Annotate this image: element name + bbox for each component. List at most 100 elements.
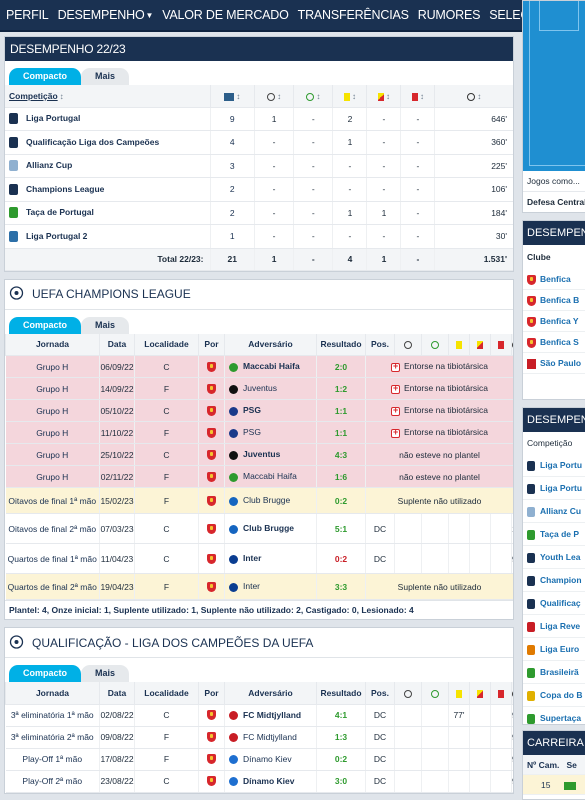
competition-cell[interactable]: Taça de Portugal — [5, 201, 210, 225]
competition-cell[interactable]: Liga Portugal — [5, 107, 210, 131]
result-cell[interactable]: 1:1 — [316, 399, 366, 422]
result-cell[interactable]: 0:2 — [316, 543, 366, 574]
tab-compact[interactable]: Compacto — [9, 68, 82, 85]
competition-row[interactable]: Youth Lea — [523, 546, 585, 569]
competition-row[interactable]: Taça de P — [523, 523, 585, 546]
status-note-cell: Entorse na tibiotársica — [365, 421, 513, 444]
col-header: Adversário — [224, 333, 317, 356]
club-row[interactable]: São Paulo — [523, 353, 585, 374]
col-goals[interactable]: ↕ — [253, 85, 294, 108]
col-second-yellow[interactable]: ↕ — [366, 85, 401, 108]
second-yellow-icon — [377, 92, 384, 101]
venue-cell: C — [134, 770, 199, 793]
club-crest-cell — [198, 465, 225, 488]
stat-apps[interactable]: 9 — [209, 107, 255, 131]
opponent-cell[interactable]: Maccabi Haifa — [224, 355, 317, 378]
competition-row[interactable]: Liga Euro — [523, 638, 585, 661]
tab-more[interactable]: Mais — [81, 68, 130, 85]
result-cell[interactable]: 4:1 — [316, 704, 366, 727]
opponent-cell[interactable]: Dínamo Kiev — [224, 748, 317, 771]
col-appearances[interactable]: ↕ — [209, 85, 255, 108]
venue-cell: F — [134, 573, 199, 600]
opponent-logo-icon — [229, 582, 238, 592]
result-cell[interactable]: 3:3 — [316, 573, 366, 600]
stat-apps[interactable]: 4 — [209, 130, 255, 155]
result-cell[interactable]: 2:0 — [316, 355, 366, 378]
opponent-cell[interactable]: Club Brugge — [224, 487, 317, 514]
result-cell[interactable]: 1:1 — [316, 421, 366, 444]
stat-assists: - — [293, 107, 333, 131]
qual-table: Jornada Data Localidade Por Adversário Result… — [5, 682, 513, 793]
competition-row[interactable]: Liga Portu — [523, 454, 585, 477]
opponent-cell[interactable]: PSG — [224, 399, 317, 422]
result-cell[interactable]: 3:0 — [316, 770, 366, 793]
chevron-down-icon[interactable]: ▼ — [145, 10, 154, 20]
benfica-crest-icon — [207, 471, 216, 482]
opponent-cell[interactable]: Juventus — [224, 377, 317, 400]
nav-item-1[interactable]: DESEMPENHO — [57, 8, 145, 22]
nav-item-2[interactable]: VALOR DE MERCADO — [162, 8, 289, 22]
opponent-cell[interactable]: PSG — [224, 421, 317, 444]
stat-yellow: - — [332, 154, 367, 178]
col-yellow[interactable]: ↕ — [332, 85, 367, 108]
second-yellow-cell — [469, 543, 491, 574]
tab-compact[interactable]: Compacto — [9, 316, 82, 334]
comp-label: Competição — [527, 438, 573, 448]
opponent-cell[interactable]: FC Midtjylland — [224, 726, 317, 749]
stat-apps[interactable]: 2 — [209, 177, 255, 202]
result-cell[interactable]: 0:2 — [316, 487, 366, 514]
competition-cell[interactable]: Allianz Cup — [5, 154, 210, 178]
opponent-cell[interactable]: Inter — [224, 543, 317, 574]
competition-row[interactable]: Liga Reve — [523, 615, 585, 638]
tab-more[interactable]: Mais — [81, 316, 130, 334]
result-cell[interactable]: 5:1 — [316, 513, 366, 544]
tab-compact[interactable]: Compacto — [9, 665, 82, 682]
club-row[interactable]: Benfica S — [523, 332, 585, 353]
date-cell: 15/02/23 — [99, 487, 135, 514]
date-cell: 25/10/22 — [99, 443, 135, 466]
competition-row[interactable]: Supertaça — [523, 707, 585, 724]
date-cell: 07/03/23 — [99, 513, 135, 544]
club-crest-cell — [198, 704, 225, 727]
table-row: Oitavos de final 1ª mão 15/02/23 F Club Bru… — [5, 487, 513, 514]
club-row[interactable]: Benfica B — [523, 290, 585, 311]
tab-more[interactable]: Mais — [81, 665, 130, 682]
club-row[interactable]: Benfica Y — [523, 311, 585, 332]
opponent-cell[interactable]: Juventus — [224, 443, 317, 466]
competition-row[interactable]: Brasileirã — [523, 661, 585, 684]
competition-cell[interactable]: Liga Portugal 2 — [5, 224, 210, 249]
competition-logo-icon — [527, 621, 535, 632]
opponent-cell[interactable]: Maccabi Haifa — [224, 465, 317, 488]
col-red[interactable]: ↕ — [400, 85, 435, 108]
col-minutes[interactable]: ↕ — [434, 85, 513, 108]
competition-row[interactable]: Qualificaç — [523, 592, 585, 615]
result-cell[interactable]: 1:3 — [316, 726, 366, 749]
competition-row[interactable]: Allianz Cu — [523, 500, 585, 523]
result-cell[interactable]: 1:2 — [316, 377, 366, 400]
result-cell[interactable]: 1:6 — [316, 465, 366, 488]
competition-row[interactable]: Liga Portu — [523, 477, 585, 500]
nav-item-3[interactable]: TRANSFERÊNCIAS — [297, 8, 409, 22]
club-perf-title: DESEMPENHO — [523, 221, 585, 245]
stat-apps[interactable]: 2 — [209, 201, 255, 225]
club-row[interactable]: Benfica — [523, 269, 585, 290]
nav-item-4[interactable]: RUMORES — [417, 8, 481, 22]
competition-cell[interactable]: Champions League — [5, 177, 210, 202]
opponent-cell[interactable]: Dínamo Kiev — [224, 770, 317, 793]
col-competition[interactable]: Competição ↕ — [5, 85, 210, 108]
result-cell[interactable]: 4:3 — [316, 443, 366, 466]
stat-apps[interactable]: 1 — [209, 224, 255, 249]
competition-row[interactable]: Copa do B — [523, 684, 585, 707]
competition-row[interactable]: Champion — [523, 569, 585, 592]
col-header: Adversário — [224, 682, 317, 705]
benfica-crest-icon — [207, 710, 216, 721]
competition-cell[interactable]: Qualificação Liga dos Campeões — [5, 130, 210, 155]
nav-item-0[interactable]: PERFIL — [6, 8, 49, 22]
opponent-cell[interactable]: FC Midtjylland — [224, 704, 317, 727]
col-assists[interactable]: ↕ — [293, 85, 333, 108]
opponent-cell[interactable]: Inter — [224, 573, 317, 600]
result-cell[interactable]: 0:2 — [316, 748, 366, 771]
opponent-cell[interactable]: Club Brugge — [224, 513, 317, 544]
stat-apps[interactable]: 3 — [209, 154, 255, 178]
